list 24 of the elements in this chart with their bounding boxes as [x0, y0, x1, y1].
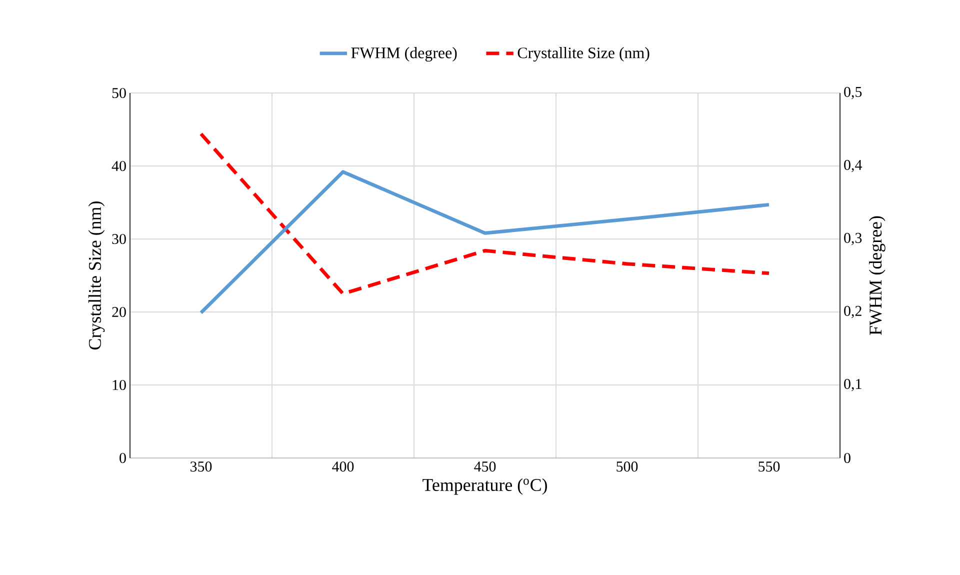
x-tick-label: 550 [758, 462, 780, 472]
line-series [199, 170, 771, 314]
x-axis-title: Temperature ($^{o}$C) [422, 478, 547, 495]
x-tick-label: 450 [474, 462, 496, 472]
y2-tick-label: 0 [844, 452, 850, 464]
y-tick-label: 0 [120, 452, 126, 464]
y-tick-label: 10 [112, 380, 126, 390]
y-tick-label: 30 [112, 234, 126, 244]
y-tick-label: 40 [112, 160, 126, 172]
x-tick-label: 400 [332, 462, 354, 472]
x-tick-label: 500 [616, 462, 638, 472]
y2-tick-label: 0,1 [844, 378, 862, 392]
y2-axis-title: FWHM (degree) [869, 216, 886, 335]
y-tick-label: 20 [112, 306, 126, 318]
x-tick-label: 350 [190, 462, 212, 472]
y-tick-label: 50 [112, 88, 126, 98]
legend-label: Crystallite Size (nm) [518, 47, 650, 62]
y-axis-title: Crystallite Size (nm) [88, 202, 105, 350]
line-series [199, 132, 771, 296]
y2-tick-label: 0,2 [844, 306, 862, 318]
y2-tick-label: 0,3 [844, 232, 862, 246]
y2-tick-label: 0,4 [844, 160, 862, 172]
legend-label: FWHM (degree) [351, 47, 457, 62]
y2-tick-label: 0,5 [844, 86, 862, 100]
